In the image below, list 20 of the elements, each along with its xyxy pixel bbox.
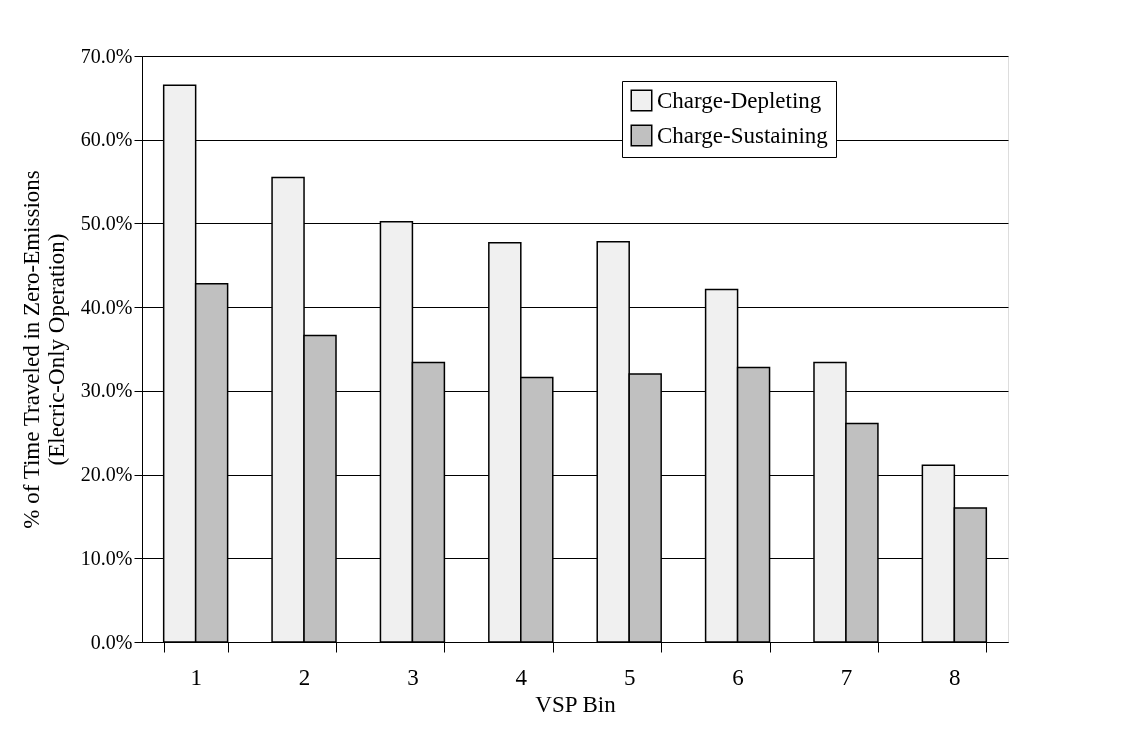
y-tick-label: 50.0% xyxy=(80,211,133,234)
x-axis-title: VSP Bin xyxy=(535,691,617,717)
y-axis-title: % of Time Traveled in Zero-Emissions (Elecric-Only Operation) xyxy=(18,170,69,529)
y-tick-label: 10.0% xyxy=(80,546,133,569)
legend-label: Charge-Sustaining xyxy=(657,122,829,148)
x-tick-label: 4 xyxy=(515,664,528,690)
legend-label: Charge-Depleting xyxy=(657,87,822,113)
x-tick-label: 2 xyxy=(298,664,311,690)
x-tick-label: 6 xyxy=(732,664,744,690)
x-tick-label: 7 xyxy=(840,664,853,690)
x-tick-label: 3 xyxy=(407,664,419,690)
x-tick-label: 5 xyxy=(623,664,636,690)
y-tick-label: 0.0% xyxy=(90,630,133,653)
y-tick-label: 40.0% xyxy=(80,295,133,318)
y-tick-label: 20.0% xyxy=(80,463,133,486)
y-tick-label: 30.0% xyxy=(80,379,133,402)
x-tick-label: 8 xyxy=(949,664,961,690)
y-tick-label: 70.0% xyxy=(80,44,133,67)
y-tick-label: 60.0% xyxy=(80,128,133,151)
x-tick-label: 1 xyxy=(190,664,202,690)
